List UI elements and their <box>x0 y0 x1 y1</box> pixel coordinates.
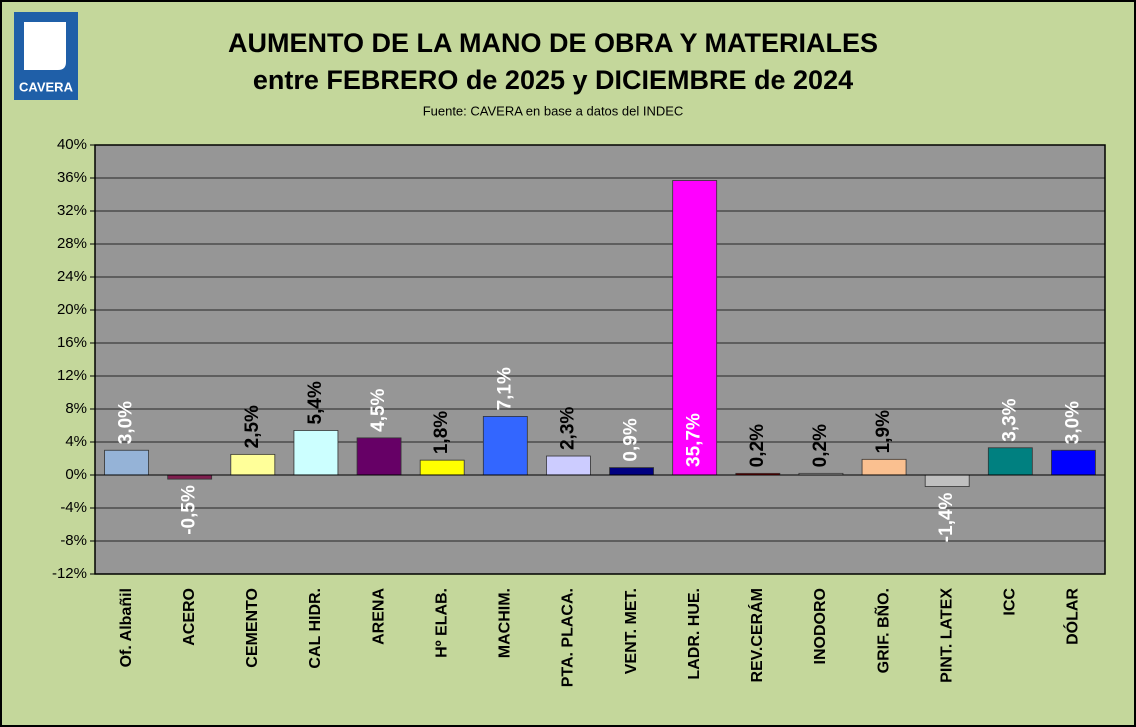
bar <box>861 458 907 476</box>
data-label: 2,5% <box>242 405 263 448</box>
data-label: 0,2% <box>810 424 831 467</box>
x-tick-label: Of. Albañil <box>118 588 135 667</box>
data-label: 4,5% <box>368 388 389 431</box>
chart-title: entre FEBRERO de 2025 y DICIEMBRE de 202… <box>253 65 853 95</box>
data-label: 1,8% <box>431 411 452 454</box>
bar <box>924 474 970 487</box>
data-label: 3,0% <box>1062 401 1083 444</box>
x-tick-label: CAL HIDR. <box>307 588 324 669</box>
y-tick-label: -4% <box>60 499 87 516</box>
bar <box>546 455 591 476</box>
x-tick-label: ACERO <box>181 588 198 646</box>
data-label: 0,9% <box>621 418 642 461</box>
x-tick-label: MACHIM. <box>497 588 514 658</box>
bar <box>104 449 149 476</box>
y-tick-label: 24% <box>57 268 87 285</box>
data-label: 35,7% <box>684 413 705 467</box>
x-tick-label: PTA. PLACA. <box>560 588 577 687</box>
bar <box>356 437 402 476</box>
x-tick-label: Hº ELAB. <box>433 588 450 658</box>
data-label: 3,3% <box>999 398 1020 441</box>
x-tick-label: CEMENTO <box>244 588 261 668</box>
x-tick-label: INODORO <box>812 588 829 664</box>
bar <box>419 459 465 476</box>
bar <box>482 416 528 476</box>
y-tick-label: 16% <box>57 334 87 351</box>
bar <box>609 467 654 476</box>
x-tick-label: ICC <box>1002 588 1019 616</box>
bar <box>672 180 718 476</box>
y-tick-label: 36% <box>57 169 87 186</box>
data-label: 1,9% <box>873 410 894 453</box>
y-tick-label: 4% <box>65 433 87 450</box>
bar <box>167 474 213 480</box>
data-label: 0,2% <box>747 424 768 467</box>
data-label: 2,3% <box>557 407 578 450</box>
y-tick-label: 32% <box>57 202 87 219</box>
bar <box>1051 449 1096 476</box>
y-tick-label: -12% <box>52 565 87 582</box>
x-tick-label: REV.CERÁM <box>747 588 766 683</box>
bar <box>987 447 1033 476</box>
data-label: 5,4% <box>305 381 326 424</box>
x-tick-label: ARENA <box>370 588 387 645</box>
data-label: 7,1% <box>494 367 515 410</box>
bar <box>230 453 276 476</box>
chart-title: AUMENTO DE LA MANO DE OBRA Y MATERIALES <box>228 28 878 58</box>
y-tick-label: 12% <box>57 367 87 384</box>
y-tick-label: 20% <box>57 301 87 318</box>
x-tick-label: PINT. LATEX <box>938 588 955 683</box>
y-tick-label: 28% <box>57 235 87 252</box>
y-tick-label: 0% <box>65 466 87 483</box>
x-tick-label: VENT. MET. <box>623 588 640 674</box>
y-tick-label: -8% <box>60 532 87 549</box>
bar <box>293 430 339 476</box>
data-label: -1,4% <box>936 492 957 542</box>
data-label: -0,5% <box>179 485 200 535</box>
x-tick-label: DÓLAR <box>1063 588 1082 645</box>
data-label: 3,0% <box>116 401 137 444</box>
chart-subtitle: Fuente: CAVERA en base a datos del INDEC <box>423 103 684 118</box>
y-tick-label: 40% <box>57 136 87 153</box>
x-tick-label: LADR. HUE. <box>686 588 703 680</box>
logo-text: CAVERA <box>19 79 74 94</box>
x-tick-label: GRIF. BÑO. <box>872 588 892 673</box>
logo-mark <box>24 22 66 70</box>
y-tick-label: 8% <box>65 400 87 417</box>
